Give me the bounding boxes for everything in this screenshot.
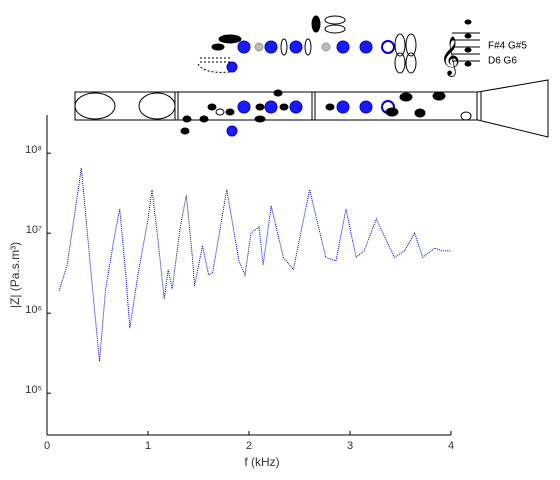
y-tick-label: 10⁸ (25, 144, 42, 156)
x-tick-label: 0 (44, 440, 50, 452)
x-tick-label: 2 (246, 440, 252, 452)
y-axis-label: |Z| (Pa.s.m³) (8, 242, 22, 308)
y-tick-label: 10⁵ (25, 384, 42, 396)
y-tick-label: 10⁷ (26, 224, 42, 236)
x-tick-label: 3 (347, 440, 353, 452)
x-axis-label: f (kHz) (244, 455, 279, 469)
clef: 𝄞 (440, 37, 460, 77)
annotation: D6 G6 (488, 56, 517, 67)
impedance-line (58, 168, 451, 362)
y-tick-label: 10⁶ (25, 304, 42, 316)
x-tick-label: 1 (145, 440, 151, 452)
annotation: F#4 G#5 (488, 41, 527, 52)
fingering-diagram: 𝄞 (74, 15, 549, 138)
x-tick-label: 4 (448, 440, 454, 452)
